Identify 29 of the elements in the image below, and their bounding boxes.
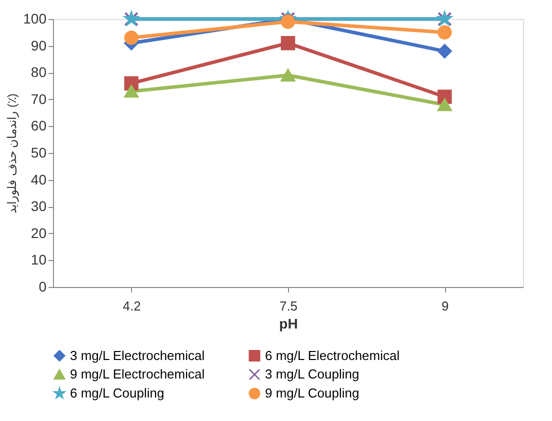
y-tick-label: 30 (30, 198, 47, 214)
x-tick-label: 9 (442, 298, 449, 314)
point (124, 85, 138, 98)
y-tick-label: 80 (30, 64, 47, 80)
legend-label: 6 mg/L Electrochemical (265, 348, 400, 363)
point (438, 44, 452, 58)
y-tick-label: 70 (30, 90, 47, 107)
y-tick-label: 40 (30, 171, 47, 188)
y-tick-label: 90 (30, 37, 47, 54)
y-tick-label: 100 (23, 10, 47, 26)
y-tick-label: 20 (30, 224, 47, 241)
x-tick-label: 7.5 (279, 298, 298, 314)
legend-label: 9 mg/L Electrochemical (70, 366, 205, 382)
y-tick-label: 60 (30, 118, 47, 134)
x-axis-title: pH (279, 316, 298, 332)
y-axis-title: راندمان حذف فلوراید (٪) (5, 94, 20, 214)
y-tick-label: 10 (30, 252, 47, 268)
point (438, 98, 452, 112)
point (280, 68, 296, 82)
legend-label: 3 mg/L Coupling (265, 366, 360, 382)
legend-label: 9 mg/L Coupling (265, 386, 360, 400)
y-tick-label: 0 (38, 278, 47, 294)
point (280, 36, 296, 50)
y-tick-label: 50 (30, 144, 47, 160)
point (124, 30, 138, 45)
legend-label: 6 mg/L Coupling (70, 386, 164, 400)
legend-label: 3 mg/L Electrochemical (70, 348, 205, 363)
x-tick-label: 4.2 (122, 298, 141, 314)
point (438, 25, 452, 40)
